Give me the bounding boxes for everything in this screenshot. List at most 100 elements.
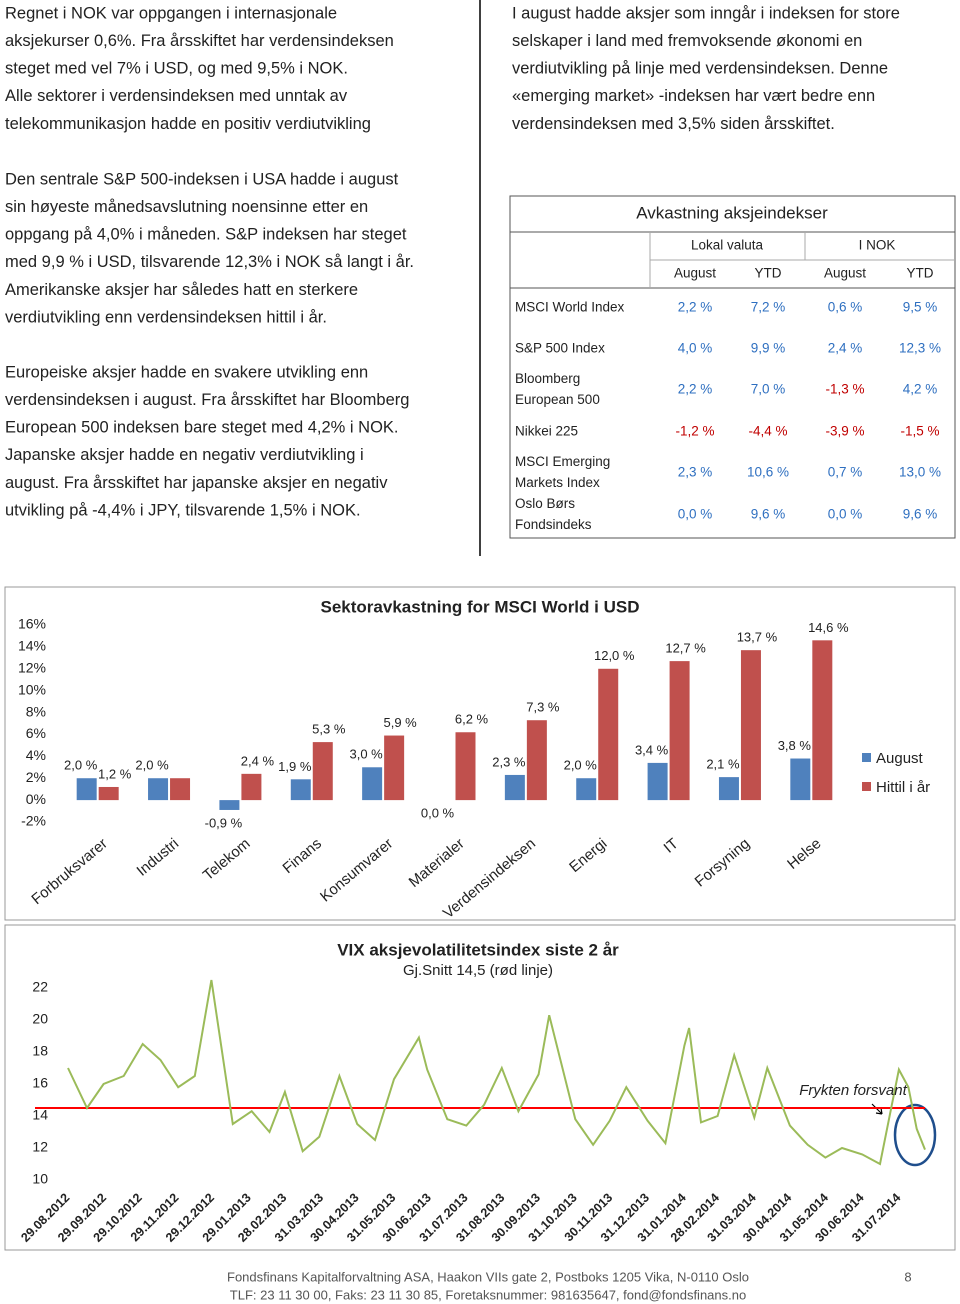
data-label: 13,7 % [737, 630, 778, 645]
paragraph-line: Den sentrale S&P 500-indeksen i USA hadd… [5, 170, 399, 188]
table-column: YTD [755, 266, 782, 281]
table-group: I NOK [859, 238, 896, 253]
table-value: 2,2 % [678, 382, 713, 397]
x-tick-label: Forsyning [692, 835, 753, 890]
bar [362, 767, 383, 801]
y-tick-label: 10% [18, 681, 46, 697]
footer-line: TLF: 23 11 30 00, Faks: 23 11 30 85, For… [230, 1287, 746, 1302]
row-name: Bloomberg [515, 371, 580, 386]
data-label: 2,1 % [706, 757, 740, 772]
bar [790, 758, 811, 801]
bar [576, 778, 597, 801]
y-tick-label: 12% [18, 659, 46, 675]
y-tick-label: 16 [32, 1075, 48, 1091]
data-label: 5,9 % [384, 715, 418, 730]
table-value: 13,0 % [899, 465, 941, 480]
table-value: 7,2 % [751, 300, 786, 315]
table-value: 7,0 % [751, 382, 786, 397]
paragraph-line: oppgang på 4,0% i måneden. S&P indeksen … [5, 226, 407, 244]
annotation: Frykten forsvant [799, 1082, 907, 1099]
legend-label: August [876, 750, 924, 767]
paragraph-line: Amerikanske aksjer har således hatt en s… [5, 281, 358, 299]
table-value: -3,9 % [825, 424, 864, 439]
bar [98, 786, 119, 801]
table-value: 0,0 % [678, 507, 713, 522]
y-tick-label: 6% [26, 725, 46, 741]
bar [148, 778, 169, 801]
table-frame [509, 195, 956, 539]
table-value: -1,3 % [825, 382, 864, 397]
bar [455, 732, 476, 801]
data-label: 12,0 % [594, 648, 635, 663]
row-name: Fondsindeks [515, 517, 592, 532]
paragraph-line: selskaper i land med fremvoksende økonom… [512, 32, 862, 50]
y-tick-label: 10 [32, 1171, 48, 1187]
data-label: 3,0 % [350, 747, 384, 762]
table-title: Avkastning aksjeindekser [636, 203, 828, 222]
row-name: MSCI Emerging [515, 454, 610, 469]
paragraph-line: I august hadde aksjer som inngår i indek… [512, 4, 900, 22]
chart-frame [4, 586, 956, 921]
row-name: MSCI World Index [515, 300, 625, 315]
row-name: S&P 500 Index [515, 341, 605, 356]
table-group: Lokal valuta [691, 238, 764, 253]
table-value: 9,9 % [751, 341, 786, 356]
paragraph-line: Alle sektorer i verdensindeksen med unnt… [5, 87, 348, 105]
y-tick-label: 20 [32, 1011, 48, 1027]
table-value: -1,5 % [900, 424, 939, 439]
table-value: 9,5 % [903, 300, 938, 315]
bar [384, 735, 405, 801]
data-label: 2,0 % [135, 758, 169, 773]
highlight-ellipse [893, 1103, 937, 1167]
paragraph-line: med 9,9 % i USD, tilsvarende 12,3% i NOK… [5, 253, 414, 271]
bar [76, 778, 97, 801]
paragraph-line: verdiutvikling på linje med verdensindek… [512, 60, 888, 78]
bar [526, 720, 547, 801]
data-label: 3,4 % [635, 742, 669, 757]
chart-frame [4, 924, 956, 1251]
bar [312, 742, 333, 801]
table-value: 4,0 % [678, 341, 713, 356]
x-tick-label: Materialer [406, 835, 468, 891]
chart-title: VIX aksjevolatilitetsindex siste 2 år [337, 940, 619, 959]
bar [504, 774, 525, 801]
paragraph-line: European 500 indeksen bare steget med 4,… [5, 419, 399, 437]
page-number: 8 [904, 1269, 911, 1284]
x-tick-label: Forbruksvarer [28, 835, 110, 908]
paragraph-line: Regnet i NOK var oppgangen i internasjon… [5, 4, 337, 22]
table-value: 0,7 % [828, 465, 863, 480]
paragraph-line: verdiutvikling enn verdensindeksen hitti… [5, 308, 327, 326]
bar [669, 661, 690, 801]
paragraph-line: «emerging market» -indeksen har vært bed… [512, 87, 875, 105]
table-value: 0,6 % [828, 300, 863, 315]
data-label: 14,6 % [808, 620, 849, 635]
data-label: 7,3 % [526, 700, 560, 715]
paragraph-line: Japanske aksjer hadde en negativ verdiut… [5, 446, 364, 464]
bar [647, 762, 668, 801]
x-tick-label: IT [661, 835, 682, 857]
footer-line: Fondsfinans Kapitalforvaltning ASA, Haak… [227, 1269, 749, 1284]
x-tick-label: Energi [566, 835, 610, 876]
data-label: 5,3 % [312, 722, 346, 737]
y-tick-label: 12 [32, 1139, 48, 1155]
chart-subtitle: Gj.Snitt 14,5 (rød linje) [403, 962, 553, 979]
table-value: 2,4 % [828, 341, 863, 356]
data-label: 3,8 % [778, 738, 812, 753]
paragraph-line: verdensindeksen med 3,5% siden årsskifte… [512, 115, 835, 133]
data-label: 1,9 % [278, 759, 312, 774]
x-tick-label: Helse [784, 835, 824, 873]
table-value: 10,6 % [747, 465, 789, 480]
paragraph-line: aksjekurser 0,6%. Fra årsskiftet har ver… [5, 32, 394, 50]
row-name: Oslo Børs [515, 496, 575, 511]
bar [219, 800, 240, 810]
vix-line [67, 979, 926, 1166]
bar [740, 650, 761, 801]
data-label: 2,0 % [564, 758, 598, 773]
row-name: Markets Index [515, 475, 600, 490]
table-column: August [674, 266, 716, 281]
y-tick-label: 0% [26, 791, 46, 807]
y-tick-label: 22 [32, 979, 48, 995]
bar [812, 640, 833, 801]
x-tick-label: Finans [279, 835, 324, 877]
